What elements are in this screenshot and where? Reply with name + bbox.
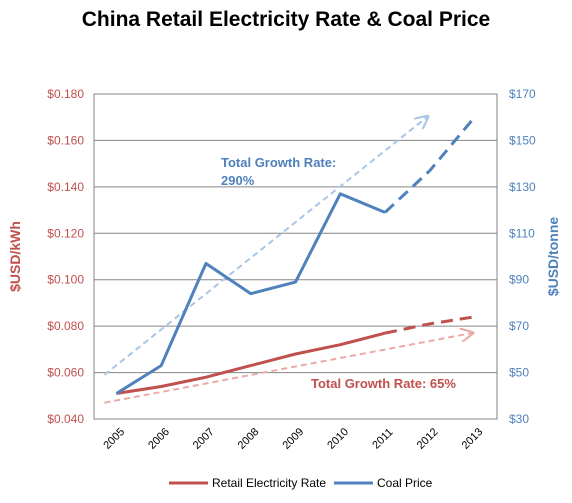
right-tick-label: $70: [509, 319, 529, 333]
x-tick-label: 2005: [101, 426, 127, 452]
left-tick-label: $0.120: [47, 226, 84, 240]
electricity-trend-arrow: [104, 333, 471, 404]
legend-label-coal: Coal Price: [377, 476, 433, 490]
x-tick-label: 2008: [236, 426, 262, 452]
right-tick-label: $50: [509, 366, 529, 380]
trend-arrows: [103, 117, 471, 404]
left-axis-title: $USD/kWh: [7, 221, 23, 292]
right-tick-label: $170: [509, 87, 536, 101]
x-axis-ticks: 2005 2006 2007 2008 2009 2010 2011 2012 2013: [101, 426, 485, 452]
x-tick-label: 2010: [325, 426, 351, 452]
plot-area: [93, 93, 498, 420]
chart-title: China Retail Electricity Rate & Coal Pri…: [81, 8, 491, 31]
coal-projection-line: [384, 116, 476, 214]
right-tick-label: $30: [509, 412, 529, 426]
coal-growth-annotation-line2: 290%: [221, 173, 255, 188]
x-tick-label: 2007: [191, 426, 217, 452]
x-tick-label: 2011: [370, 426, 395, 451]
coal-growth-annotation-line1: Total Growth Rate:: [221, 155, 336, 170]
x-tick-label: 2013: [460, 426, 486, 452]
left-tick-label: $0.060: [47, 366, 84, 380]
coal-series-line: [115, 192, 386, 395]
electricity-growth-annotation: Total Growth Rate: 65%: [311, 376, 456, 391]
x-tick-label: 2006: [146, 426, 172, 452]
legend: Retail Electricity Rate Coal Price: [169, 476, 433, 490]
electricity-projection-line: [384, 315, 475, 335]
x-tick-label: 2012: [415, 426, 441, 452]
left-tick-label: $0.100: [47, 273, 84, 287]
right-tick-label: $90: [509, 273, 529, 287]
left-tick-label: $0.080: [47, 319, 84, 333]
left-axis-ticks: $0.040 $0.060 $0.080 $0.100 $0.120 $0.140 $0.1…: [47, 87, 84, 426]
left-tick-label: $0.040: [47, 412, 84, 426]
right-axis-title: $USD/tonne: [545, 217, 561, 297]
right-tick-label: $110: [509, 226, 535, 240]
left-tick-label: $0.180: [47, 87, 84, 101]
right-tick-label: $150: [509, 133, 536, 147]
left-tick-label: $0.160: [47, 133, 84, 147]
legend-label-electricity: Retail Electricity Rate: [212, 476, 326, 490]
right-axis-ticks: $30 $50 $70 $90 $110 $130 $150 $170: [509, 87, 536, 426]
series-lines: [115, 116, 476, 395]
left-tick-label: $0.140: [47, 180, 84, 194]
coal-trend-arrow: [103, 117, 426, 376]
right-tick-label: $130: [509, 180, 536, 194]
electricity-series-line: [116, 331, 386, 395]
x-tick-label: 2009: [280, 426, 306, 452]
